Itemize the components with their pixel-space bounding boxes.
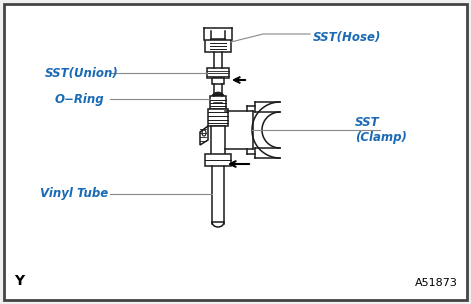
Text: Y: Y bbox=[14, 274, 24, 288]
Bar bbox=[210, 96, 226, 109]
Bar bbox=[208, 109, 228, 126]
Text: A51873: A51873 bbox=[415, 278, 458, 288]
Bar bbox=[205, 154, 231, 166]
Wedge shape bbox=[211, 92, 225, 106]
Text: SST(Hose): SST(Hose) bbox=[313, 30, 382, 43]
Bar bbox=[205, 40, 231, 52]
Bar bbox=[207, 68, 229, 78]
Text: O−Ring: O−Ring bbox=[55, 92, 105, 105]
Polygon shape bbox=[200, 126, 208, 145]
Text: Vinyl Tube: Vinyl Tube bbox=[40, 188, 108, 201]
Text: SST
(Clamp): SST (Clamp) bbox=[355, 116, 407, 144]
Text: SST(Union): SST(Union) bbox=[45, 67, 119, 80]
Bar bbox=[212, 78, 224, 84]
Ellipse shape bbox=[202, 130, 206, 136]
Bar bbox=[211, 126, 225, 156]
